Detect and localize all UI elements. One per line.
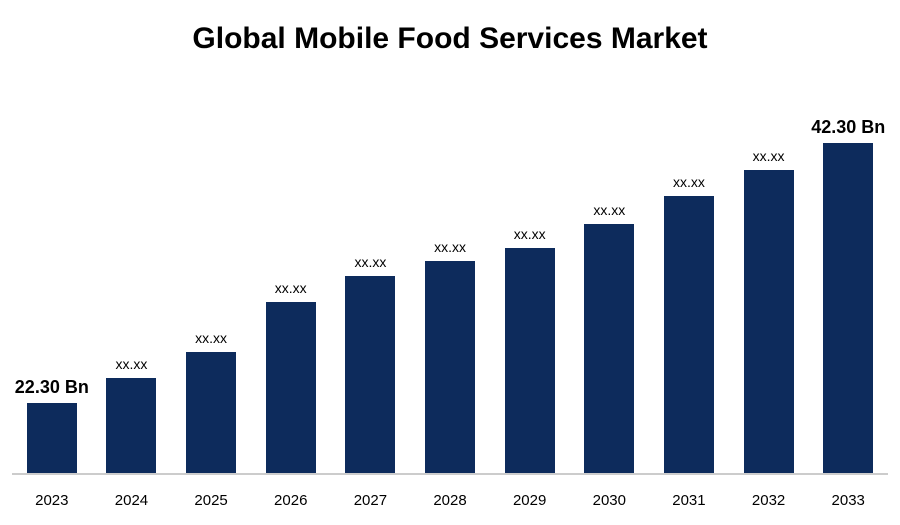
bar-2029: [504, 248, 555, 473]
bar-value-label-2023: 22.30 Bn: [14, 377, 89, 397]
bar-2030: [584, 224, 635, 473]
bar-value-label-2028: xx.xx: [434, 239, 466, 255]
bar-group-2033: 42.30 Bn: [808, 118, 888, 473]
bar-value-label-2029: xx.xx: [513, 226, 546, 242]
chart-title: Global Mobile Food Services Market: [192, 22, 708, 55]
bar-2027: [345, 276, 396, 473]
bar-group-2032: xx.xx: [729, 149, 809, 473]
bar-value-label-2031: xx.xx: [673, 174, 705, 190]
x-tick-label-2031: 2031: [672, 491, 706, 509]
bar-group-2027: xx.xx: [331, 255, 411, 473]
bar-2033: [823, 143, 874, 473]
bar-value-label-2024: xx.xx: [115, 356, 148, 372]
bar-value-label-2025: xx.xx: [195, 330, 228, 346]
bar-group-2024: xx.xx: [92, 357, 172, 473]
bar-group-2026: xx.xx: [251, 281, 331, 473]
bar-group-2030: xx.xx: [569, 203, 649, 473]
bar-group-2025: xx.xx: [171, 331, 251, 473]
bar-value-label-2033: 42.30 Bn: [811, 117, 886, 137]
bar-value-label-2030: xx.xx: [593, 202, 626, 218]
bar-group-2029: xx.xx: [490, 227, 570, 473]
x-tick-label-2024: 2024: [114, 491, 149, 509]
bar-2024: [106, 378, 157, 473]
x-tick-label-2028: 2028: [433, 491, 467, 509]
bar-group-2023: 22.30 Bn: [12, 378, 92, 473]
bar-2028: [425, 261, 476, 473]
bar-value-label-2027: xx.xx: [354, 254, 387, 270]
x-tick-label-2030: 2030: [592, 491, 626, 509]
bar-value-label-2032: xx.xx: [752, 148, 785, 164]
bar-group-2031: xx.xx: [649, 175, 729, 473]
x-axis: 2023 2024 2025 2026 2027 2028 2029 2030 2031 2032…: [12, 487, 888, 513]
x-tick-label-2025: 2025: [194, 491, 228, 509]
x-tick-label-2029: 2029: [512, 491, 547, 509]
plot-area: 22.30 Bn xx.xx xx.xx xx.xx xx.xx xx.xx xx.xx xx…: [12, 83, 888, 475]
bar-2023: [26, 403, 77, 473]
bar-2025: [186, 352, 237, 473]
bar-2026: [265, 302, 316, 473]
x-tick-label-2032: 2032: [751, 491, 786, 509]
x-tick-label-2027: 2027: [353, 491, 388, 509]
x-tick-label-2026: 2026: [274, 491, 308, 509]
bar-2032: [743, 170, 794, 473]
bar-value-label-2026: xx.xx: [274, 280, 307, 296]
bar-group-2028: xx.xx: [410, 240, 490, 473]
bar-2031: [663, 196, 714, 473]
x-tick-label-2033: 2033: [831, 491, 865, 509]
x-tick-label-2023: 2023: [35, 491, 69, 509]
